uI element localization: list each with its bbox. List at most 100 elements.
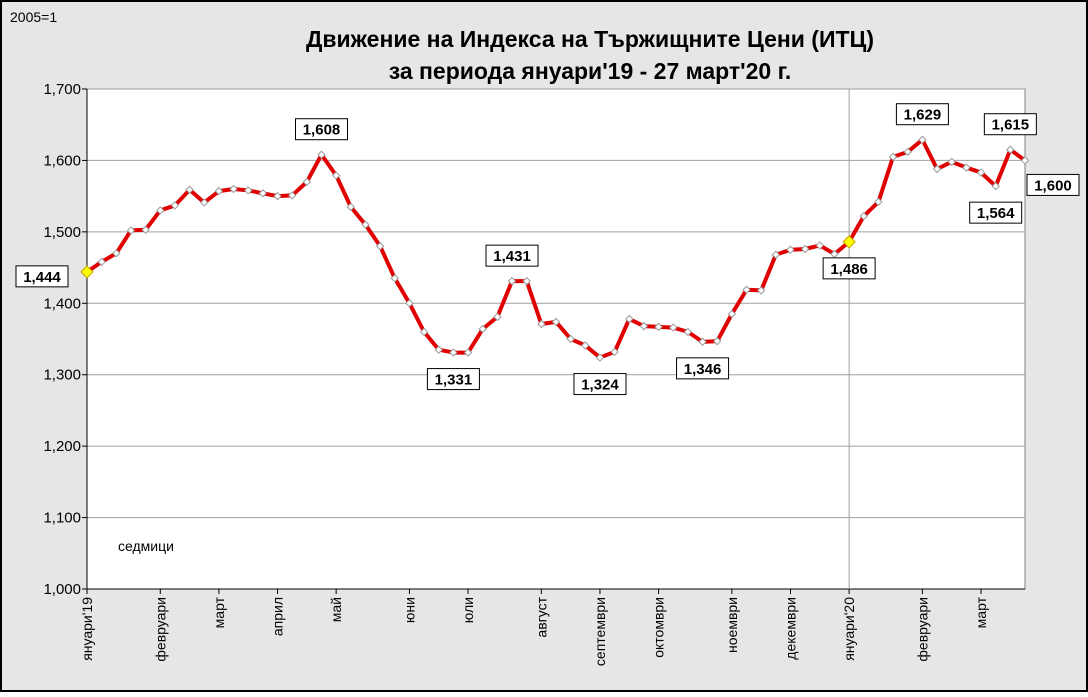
marker (1020, 156, 1030, 165)
x-tick-label: юли (460, 597, 476, 623)
marker (962, 163, 971, 172)
marker (361, 220, 370, 229)
marker (126, 226, 136, 235)
y-tick-label: 1,100 (43, 510, 81, 527)
y-tick-label: 1,200 (43, 438, 81, 455)
marker (932, 164, 942, 174)
x-tick-label: януари'19 (79, 597, 95, 661)
marker (918, 135, 927, 144)
x-tick-label: юни (401, 597, 417, 623)
marker (581, 341, 590, 350)
marker (947, 157, 956, 167)
marker (170, 201, 180, 210)
y-axis-title: 2005=1 (10, 9, 57, 25)
marker (639, 321, 649, 331)
marker (375, 241, 385, 251)
data-label: 1,608 (303, 122, 341, 139)
data-label-box (573, 373, 627, 396)
marker (888, 152, 898, 162)
marker (874, 197, 883, 207)
marker (566, 334, 575, 344)
data-label-box (895, 103, 949, 126)
data-label-box (983, 113, 1037, 136)
data-label: 1,629 (904, 107, 942, 124)
marker (331, 171, 341, 180)
marker (859, 211, 868, 221)
marker (185, 185, 194, 194)
x-tick-label: февруари (914, 597, 930, 662)
data-label: 1,324 (581, 377, 619, 394)
x-tick-label: октомври (651, 597, 667, 658)
marker (419, 327, 429, 337)
marker (786, 245, 795, 254)
data-label-box (969, 201, 1023, 224)
marker (317, 150, 326, 159)
y-tick-label: 1,500 (43, 224, 81, 241)
marker (112, 249, 121, 258)
marker (287, 191, 297, 200)
marker (478, 324, 487, 334)
y-tick-label: 1,700 (43, 81, 81, 98)
data-label: 1,486 (830, 261, 868, 278)
data-label-box (485, 244, 539, 267)
marker (214, 186, 224, 196)
x-tick-label: април (270, 597, 286, 636)
data-label: 1,331 (435, 372, 473, 389)
data-label: 1,615 (992, 117, 1030, 134)
x-tick-label: ноември (724, 597, 740, 653)
marker (302, 177, 312, 187)
marker (522, 276, 531, 286)
data-label-box (676, 357, 730, 380)
x-tick-label: септември (592, 597, 608, 666)
marker (346, 202, 356, 212)
x-tick-label: март (973, 596, 989, 628)
marker (976, 168, 986, 177)
marker (434, 345, 443, 354)
marker (507, 276, 517, 286)
y-tick-label: 1,000 (43, 581, 81, 598)
marker (698, 337, 707, 347)
marker (229, 184, 238, 194)
data-label: 1,564 (977, 205, 1015, 222)
marker (80, 265, 94, 279)
marker (683, 327, 693, 337)
marker (273, 191, 282, 201)
marker (842, 235, 856, 249)
marker (1006, 145, 1015, 154)
plot-area (86, 88, 1026, 590)
marker (390, 274, 399, 283)
annotation: седмици (118, 538, 174, 554)
x-tick-label: януари'20 (841, 597, 857, 661)
marker (258, 189, 268, 198)
data-label-box (822, 257, 876, 280)
marker (141, 225, 150, 234)
marker (244, 186, 253, 195)
data-label-box (15, 265, 69, 288)
marker (625, 314, 634, 324)
marker (771, 250, 781, 259)
marker (156, 206, 165, 215)
x-tick-label: март (211, 596, 227, 628)
marker (800, 244, 810, 254)
marker (815, 241, 825, 250)
marker (903, 147, 912, 157)
data-label: 1,444 (23, 269, 61, 286)
marker (463, 348, 473, 357)
marker (449, 348, 458, 357)
chart-subtitle: за периода януари'19 - 27 март'20 г. (389, 58, 792, 84)
data-label-box (1026, 173, 1080, 196)
x-tick-label: декември (783, 597, 799, 660)
y-tick-label: 1,400 (43, 295, 81, 312)
y-tick-label: 1,600 (43, 152, 81, 169)
marker (756, 286, 766, 295)
marker (200, 198, 209, 207)
data-label: 1,346 (684, 361, 722, 378)
marker (713, 336, 722, 346)
marker (595, 353, 605, 362)
chart-title: Движение на Индекса на Тържищните Цени (… (306, 26, 874, 52)
x-tick-label: май (328, 597, 344, 622)
marker (537, 319, 546, 329)
data-label: 1,431 (493, 248, 531, 265)
marker (669, 323, 678, 332)
